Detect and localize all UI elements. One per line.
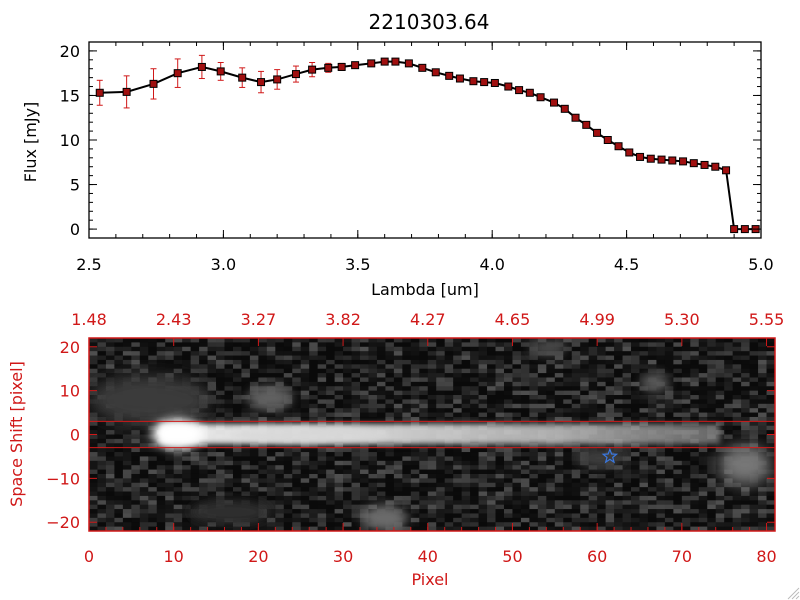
image-y-tick-label: 20 xyxy=(60,338,80,357)
flux-point xyxy=(740,225,749,234)
y-tick-label: 10 xyxy=(60,131,80,150)
wavelength-tick-label: 2.43 xyxy=(156,310,192,329)
x-tick-label: 3.5 xyxy=(345,255,370,274)
flux-point xyxy=(515,86,524,95)
flux-point xyxy=(560,104,569,113)
flux-point xyxy=(95,88,104,97)
image-x-tick-label: 70 xyxy=(672,547,692,566)
flux-point xyxy=(668,156,677,165)
flux-point xyxy=(216,67,225,76)
y-tick-label: 15 xyxy=(60,86,80,105)
flux-point xyxy=(404,59,413,68)
image-x-tick-label: 20 xyxy=(248,547,268,566)
image-xlabel: Pixel xyxy=(411,570,448,589)
y-tick-label: 20 xyxy=(60,42,80,61)
image-y-tick-label: 10 xyxy=(60,382,80,401)
flux-point xyxy=(367,59,376,68)
spectrum-xlabel: Lambda [um] xyxy=(371,280,479,299)
flux-point xyxy=(614,142,623,151)
image-y-tick-label: −10 xyxy=(46,469,80,488)
spectrum-title: 2210303.64 xyxy=(369,10,490,34)
flux-point xyxy=(351,61,360,70)
flux-point xyxy=(711,162,720,171)
spectrum-2d-image xyxy=(89,338,775,531)
flux-point xyxy=(582,120,591,129)
x-tick-label: 5.0 xyxy=(748,255,773,274)
flux-point xyxy=(455,74,464,83)
flux-point xyxy=(418,63,427,72)
y-tick-label: 5 xyxy=(70,176,80,195)
flux-point xyxy=(730,225,739,234)
flux-point xyxy=(593,128,602,137)
image-x-tick-label: 40 xyxy=(418,547,438,566)
resize-grip-icon xyxy=(787,587,800,600)
flux-point xyxy=(603,136,612,144)
wavelength-tick-label: 4.65 xyxy=(495,310,531,329)
flux-point xyxy=(273,75,282,84)
flux-point xyxy=(197,62,206,71)
flux-point xyxy=(636,152,645,161)
image-x-tick-label: 0 xyxy=(84,547,94,566)
flux-point xyxy=(536,93,545,102)
flux-point xyxy=(149,79,158,88)
flux-point xyxy=(679,157,688,166)
flux-point xyxy=(504,82,513,91)
flux-point xyxy=(700,160,709,169)
image-y-tick-label: −20 xyxy=(46,513,80,532)
x-tick-label: 4.5 xyxy=(614,255,639,274)
flux-point xyxy=(238,73,247,82)
spectrum-ylabel: Flux [mJy] xyxy=(21,102,40,183)
flux-point xyxy=(571,113,580,122)
flux-point xyxy=(173,69,182,78)
wavelength-tick-label: 4.27 xyxy=(410,310,446,329)
flux-point xyxy=(469,77,478,86)
flux-point xyxy=(550,98,559,107)
image-x-tick-label: 30 xyxy=(333,547,353,566)
x-tick-label: 3.0 xyxy=(211,255,236,274)
flux-point xyxy=(646,154,655,163)
image-axes-ticks: 0 1.48 10 2.43 20 3.27 30 3.82 40 4.27 50 4.65 60 4.9… xyxy=(46,310,784,566)
image-x-tick-label: 50 xyxy=(502,547,522,566)
flux-point xyxy=(445,71,454,80)
flux-point xyxy=(625,148,634,157)
flux-point xyxy=(490,78,499,87)
flux-point xyxy=(525,88,534,97)
image-ylabel: Space Shift [pixel] xyxy=(7,361,26,507)
source-star-icon xyxy=(601,447,619,464)
y-tick-label: 0 xyxy=(70,220,80,239)
flux-point xyxy=(337,62,346,71)
flux-point xyxy=(480,78,489,87)
flux-point xyxy=(431,68,440,77)
flux-point xyxy=(380,57,389,66)
wavelength-tick-label: 5.55 xyxy=(749,310,785,329)
flux-point xyxy=(657,155,666,164)
flux-point xyxy=(391,57,400,66)
flux-point xyxy=(722,166,731,175)
flux-point xyxy=(324,63,333,72)
x-tick-label: 4.0 xyxy=(479,255,504,274)
flux-series-line xyxy=(99,60,756,231)
flux-point xyxy=(257,78,266,87)
spectrum-axes-ticks: 2.5 3.0 3.5 4.0 4.5 5.0 0 5 10 15 20 xyxy=(60,42,774,274)
flux-point xyxy=(291,70,300,79)
wavelength-tick-label: 4.99 xyxy=(579,310,615,329)
flux-point xyxy=(308,65,317,74)
image-overlay xyxy=(89,420,775,464)
image-x-tick-label: 60 xyxy=(587,547,607,566)
image-y-tick-label: 0 xyxy=(70,426,80,445)
image-noise xyxy=(89,338,775,531)
wavelength-tick-label: 5.30 xyxy=(664,310,700,329)
spectrum-plot-area xyxy=(95,54,760,234)
flux-point xyxy=(122,87,131,96)
x-tick-label: 2.5 xyxy=(76,255,101,274)
wavelength-tick-label: 1.48 xyxy=(71,310,107,329)
wavelength-tick-label: 3.82 xyxy=(325,310,361,329)
image-x-tick-label: 80 xyxy=(756,547,776,566)
image-x-tick-label: 10 xyxy=(164,547,184,566)
wavelength-tick-label: 3.27 xyxy=(241,310,277,329)
flux-point xyxy=(689,159,698,168)
